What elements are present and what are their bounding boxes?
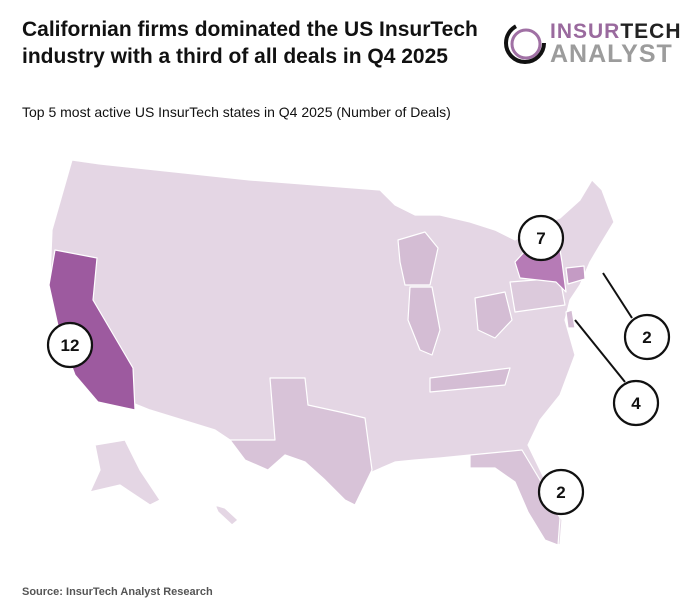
state-texas <box>229 377 373 506</box>
callout-value-delaware: 4 <box>631 394 641 413</box>
state-ohio <box>474 291 513 339</box>
state-california <box>48 249 136 411</box>
callout-delaware <box>612 379 660 427</box>
logo-text-insur: INSUR <box>550 20 621 43</box>
us-mainland <box>49 159 615 546</box>
us-map: 12 7 2 4 2 <box>46 159 671 546</box>
logo-ring-icon <box>504 22 546 64</box>
callout-connecticut <box>623 313 671 361</box>
state-hawaii <box>214 504 239 526</box>
source-note: Source: InsurTech Analyst Research <box>22 586 213 598</box>
delaware-leader-line <box>574 319 626 383</box>
state-connecticut <box>565 265 586 285</box>
callout-value-california: 12 <box>61 336 80 355</box>
logo-text-analyst: ANALYST <box>550 40 673 68</box>
callout-new-york <box>517 214 565 262</box>
callout-california <box>46 321 94 369</box>
subtitle: Top 5 most active US InsurTech states in… <box>22 104 451 120</box>
callout-florida <box>537 468 585 516</box>
state-alaska <box>89 439 161 506</box>
page-title: Californian firms dominated the US Insur… <box>22 18 478 68</box>
connecticut-leader-line <box>602 272 633 319</box>
callout-value-florida: 2 <box>556 483 565 502</box>
state-delaware <box>565 309 576 329</box>
state-tennessee <box>429 367 511 393</box>
state-wisconsin <box>397 231 439 286</box>
logo-text-tech: TECH <box>620 20 682 43</box>
callout-value-new-york: 7 <box>536 229 545 248</box>
callout-value-connecticut: 2 <box>642 328 651 347</box>
state-florida <box>469 449 561 546</box>
logo: INSURTECH ANALYST <box>502 18 692 68</box>
state-illinois <box>407 286 441 356</box>
